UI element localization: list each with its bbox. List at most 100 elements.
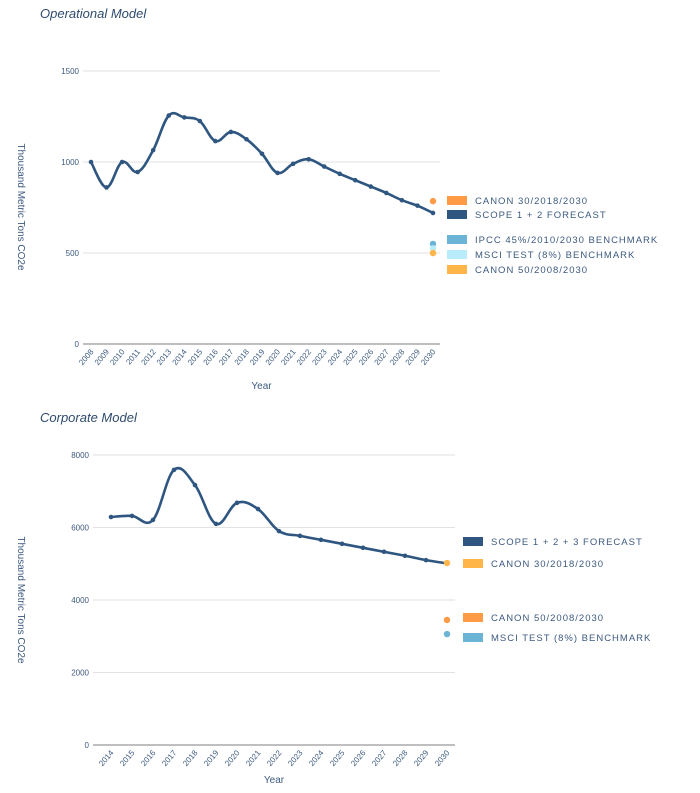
data-point [129,513,135,519]
legend-swatch [447,235,467,244]
legend-label: IPCC 45%/2010/2030 BENCHMARK [475,235,658,246]
legend-swatch [463,537,483,546]
x-tick-label: 2015 [186,347,205,367]
x-tick-label: 2010 [108,347,127,367]
data-point [181,115,187,120]
x-tick-label: 2016 [139,748,158,768]
data-point [150,147,156,153]
chart-title-corporate: Corporate Model [40,410,137,425]
y-tick-label: 1000 [61,158,79,167]
x-tick-label: 2019 [202,748,221,768]
data-point [108,514,114,520]
data-point [290,161,296,167]
y-tick-label: 1500 [61,67,79,76]
benchmark-point [443,559,451,567]
benchmark-point [443,616,451,624]
data-point [352,177,358,183]
data-point [119,159,125,165]
data-point [321,164,327,169]
y-tick-label: 8000 [71,451,89,460]
data-point [399,197,405,203]
legend-swatch [447,250,467,259]
data-point [318,537,324,543]
legend-label: MSCI TEST (8%) BENCHMARK [491,633,651,644]
x-tick-label: 2026 [357,347,376,367]
y-tick-label: 0 [75,340,80,349]
x-tick-label: 2030 [433,748,452,768]
x-tick-label: 2027 [373,347,392,367]
x-tick-label: 2023 [310,347,329,367]
x-tick-label: 2014 [97,748,116,768]
data-point [306,156,311,162]
x-tick-label: 2019 [248,347,267,367]
benchmark-point [429,245,437,252]
data-point [88,159,94,165]
x-tick-label: 2029 [404,347,423,367]
data-point [402,553,408,559]
data-point [276,528,282,534]
data-point [150,517,156,523]
x-axis-label: Year [251,381,272,392]
data-point [166,113,172,118]
series-line [89,111,434,215]
x-tick-label: 2027 [370,748,389,768]
data-point [135,169,140,175]
series-line [110,466,448,565]
legend-swatch [447,265,467,274]
x-tick-label: 2023 [286,748,305,768]
x-tick-label: 2013 [155,347,174,367]
chart-title-operational: Operational Model [40,6,147,21]
data-point [171,467,177,473]
data-point [244,136,249,142]
x-tick-label: 2024 [307,748,326,768]
x-tick-label: 2025 [328,748,347,768]
x-tick-label: 2015 [118,748,137,768]
data-point [213,521,219,527]
x-tick-label: 2029 [412,748,431,768]
x-tick-label: 2008 [77,347,96,367]
x-tick-label: 2026 [349,748,368,768]
benchmark-point [429,197,437,205]
x-tick-label: 2021 [244,748,263,768]
x-tick-label: 2014 [170,347,189,367]
data-point [259,151,265,157]
data-point [337,171,343,177]
data-point [384,190,389,196]
data-point [197,118,203,124]
benchmark-point [429,240,437,248]
legend-swatch [447,196,467,205]
x-axis-label: Year [264,775,285,786]
data-point [368,184,374,189]
x-tick-label: 2021 [279,347,298,367]
data-point [381,549,387,555]
x-tick-label: 2017 [160,748,179,768]
x-tick-label: 2028 [388,347,407,367]
x-tick-label: 2018 [181,748,200,768]
legend-swatch [463,633,483,642]
data-point [104,185,109,190]
data-point [360,545,366,551]
data-point [234,500,240,506]
x-tick-label: 2028 [391,748,410,768]
x-tick-label: 2016 [202,347,221,367]
x-tick-label: 2022 [295,347,314,367]
legend-label: CANON 50/2008/2030 [491,613,604,624]
data-point [255,506,261,512]
y-tick-label: 6000 [71,524,89,533]
legend-label: CANON 50/2008/2030 [475,265,588,276]
legend-swatch [463,613,483,622]
x-tick-label: 2025 [341,347,360,367]
legend-label: CANON 30/2018/2030 [491,559,604,570]
y-tick-label: 0 [85,741,90,750]
y-tick-label: 4000 [71,596,89,605]
x-tick-label: 2018 [233,347,252,367]
x-tick-label: 2017 [217,347,236,367]
x-tick-label: 2024 [326,347,345,367]
data-point [213,138,218,144]
y-axis-label: Thousand Metric Tons CO2e [15,143,26,271]
data-point [430,210,436,216]
x-tick-label: 2022 [265,748,284,768]
y-tick-label: 2000 [71,669,89,678]
data-point [297,533,303,539]
